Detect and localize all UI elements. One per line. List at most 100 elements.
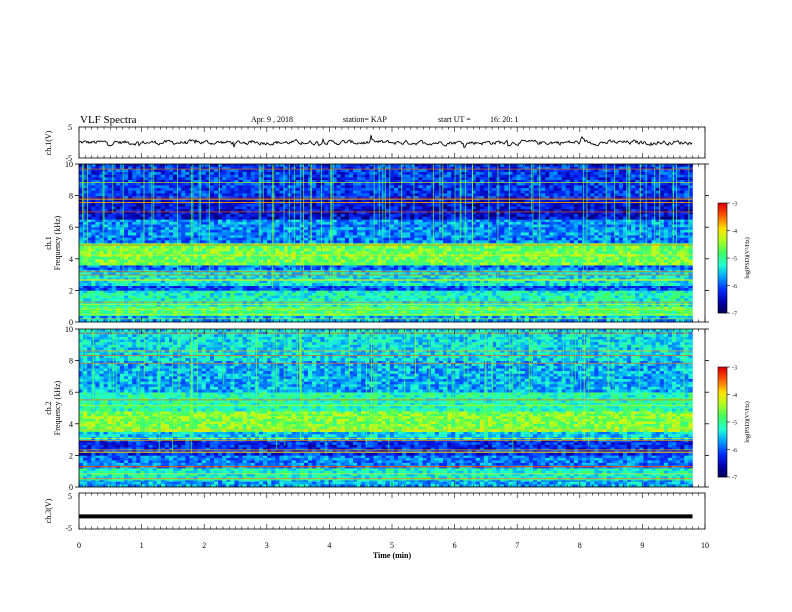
spec-cell <box>79 237 84 241</box>
spec-cell <box>684 267 689 271</box>
spec-cell <box>353 298 358 302</box>
spec-cell <box>320 269 325 273</box>
spec-cell <box>631 303 636 307</box>
spec-cell <box>492 293 497 296</box>
spec-cell <box>614 237 620 241</box>
spec-cell <box>512 259 517 263</box>
spec-cell <box>291 243 297 247</box>
spec-cell <box>107 288 113 291</box>
spec-cell <box>655 277 661 281</box>
spec-cell <box>79 283 84 286</box>
spec-cell <box>561 245 566 249</box>
spec-cell <box>365 267 370 271</box>
spec-cell <box>250 237 256 241</box>
spec-cell <box>181 315 186 320</box>
spec-cell <box>320 280 325 284</box>
spec-cell <box>573 303 579 307</box>
spec-cell <box>659 310 665 314</box>
spec-cell <box>209 290 215 294</box>
spec-cell <box>451 256 456 260</box>
spec-cell <box>582 245 587 249</box>
spec-cell <box>418 269 423 273</box>
spec-cell <box>459 251 464 255</box>
spec-cell <box>132 288 137 291</box>
spec-cell <box>177 277 182 281</box>
spec-cell <box>369 277 374 281</box>
spec-cell <box>565 240 571 244</box>
spec-cell <box>447 240 452 244</box>
spec-cell <box>193 219 198 223</box>
spec-cell <box>647 290 652 294</box>
spec-cell <box>553 251 558 255</box>
spec-cell <box>389 295 395 299</box>
spec-cell <box>688 251 693 255</box>
spec-cell <box>508 275 513 279</box>
spec-cell <box>422 290 427 294</box>
spec-cell <box>434 262 440 266</box>
spec-cell <box>295 283 301 286</box>
spec-cell <box>79 275 84 279</box>
spec-cell <box>271 310 276 314</box>
spec-cell <box>447 248 452 252</box>
spec-cell <box>299 259 305 263</box>
spec-cell <box>561 308 566 312</box>
spec-cell <box>152 310 158 314</box>
spec-cell <box>512 283 517 286</box>
spec-cell <box>418 280 423 284</box>
spec-cell <box>467 283 472 286</box>
spec-cell <box>541 243 546 247</box>
spec-cell <box>365 288 370 291</box>
spec-cell <box>234 251 239 255</box>
spec-cell <box>393 248 399 252</box>
spec-cell <box>590 240 595 244</box>
spec-cell <box>152 265 158 268</box>
spec-cell <box>361 285 366 289</box>
spec-cell <box>647 315 652 320</box>
spec-cell <box>99 288 104 291</box>
spec-cell <box>209 235 215 239</box>
spec-cell <box>320 267 325 271</box>
spec-cell <box>532 280 538 284</box>
spec-cell <box>606 315 611 320</box>
spec-cell <box>119 277 125 281</box>
spec-cell <box>602 293 607 296</box>
spec-cell <box>123 285 129 289</box>
spec-cell <box>312 295 317 299</box>
spec-cell <box>479 259 485 263</box>
spec-cell <box>332 275 337 279</box>
spec-cell <box>524 240 530 244</box>
spec-cell <box>357 248 362 252</box>
spec-cell <box>573 318 579 323</box>
spec-cell <box>426 310 432 314</box>
spec-cell <box>373 290 378 294</box>
spec-cell <box>393 259 399 263</box>
spec-cell <box>610 290 616 294</box>
spec-cell <box>357 243 362 247</box>
spec-cell <box>610 318 616 323</box>
spec-cell <box>250 262 256 266</box>
spec-cell <box>369 306 374 309</box>
spec-cell <box>639 310 644 314</box>
spec-cell <box>651 265 656 268</box>
spec-cell <box>553 306 558 309</box>
spec-cell <box>573 306 579 309</box>
spec-cell <box>622 303 628 307</box>
spec-cell <box>459 295 464 299</box>
spec-cell <box>500 280 505 284</box>
spec-cell <box>532 283 538 286</box>
spec-cell <box>582 306 587 309</box>
spec-cell <box>398 235 403 239</box>
spec-cell <box>622 306 628 309</box>
spec-cell <box>672 318 677 323</box>
spec-cell <box>541 290 546 294</box>
spec-cell <box>467 248 472 252</box>
spec-cell <box>119 280 125 284</box>
spec-cell <box>618 290 624 294</box>
spec-cell <box>295 237 301 241</box>
spec-cell <box>635 237 640 241</box>
spec-cell <box>299 243 305 247</box>
spec-cell <box>569 288 575 291</box>
spec-cell <box>516 256 522 260</box>
spec-cell <box>332 310 337 314</box>
spec-cell <box>344 256 350 260</box>
